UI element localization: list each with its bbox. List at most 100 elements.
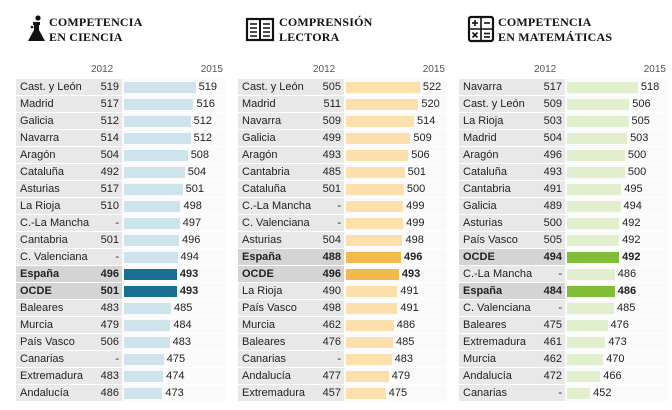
value-2012: 496 [96, 266, 122, 282]
bar-cell: 473 [565, 334, 668, 350]
region-label: Madrid [459, 130, 539, 146]
table-row: Cantabria 485 501 [238, 163, 447, 180]
value-2015: 492 [622, 234, 641, 246]
value-2015: 485 [617, 302, 636, 314]
bar-2015 [124, 286, 177, 297]
value-2012: - [318, 198, 344, 214]
bar-cell: 492 [565, 249, 668, 265]
value-2015: 503 [630, 132, 649, 144]
bar-2015 [346, 184, 404, 195]
bar-2015 [346, 354, 392, 365]
table-row: Asturias 517 501 [16, 180, 225, 197]
value-2015: 486 [617, 268, 637, 280]
region-label: Extremadura [16, 368, 96, 384]
bar-cell: 514 [344, 113, 447, 129]
year-2015-label: 2015 [643, 64, 666, 75]
region-label: Galicia [459, 198, 539, 214]
table-row: Madrid 504 503 [459, 129, 668, 146]
value-2015: 498 [183, 200, 202, 212]
value-2015: 484 [173, 319, 192, 331]
region-label: Aragón [238, 147, 318, 163]
region-label: Madrid [238, 96, 318, 112]
bar-cell: 485 [344, 334, 447, 350]
value-2012: 486 [96, 385, 122, 401]
value-2015: 500 [627, 166, 647, 178]
bar-cell: 491 [344, 283, 447, 299]
table-row: La Rioja 490 491 [238, 282, 447, 299]
value-2012: 483 [96, 300, 122, 316]
value-2015: 505 [631, 115, 650, 127]
value-2015: 518 [640, 81, 660, 93]
region-label: Cantabria [459, 181, 539, 197]
region-label: Murcia [238, 317, 318, 333]
value-2015: 501 [185, 183, 204, 195]
value-2015: 494 [180, 251, 199, 263]
bar-cell: 504 [122, 164, 225, 180]
region-label: Andalucía [16, 385, 96, 401]
panel-header: COMPRENSIÓN LECTORA [235, 12, 449, 48]
value-2015: 501 [407, 166, 426, 178]
bar-2015 [346, 201, 404, 212]
table-row: Aragón 496 500 [459, 146, 668, 163]
region-label: Canarias [238, 351, 318, 367]
value-2012: 499 [318, 130, 344, 146]
region-label: España [238, 249, 318, 265]
value-2012: - [539, 300, 565, 316]
value-2015: 479 [391, 370, 411, 382]
bar-cell: 486 [565, 283, 668, 299]
value-2012: - [96, 249, 122, 265]
bar-2015 [124, 371, 164, 382]
table-row: Galicia 499 509 [238, 129, 447, 146]
year-2015-label: 2015 [422, 64, 445, 75]
value-2015: 499 [406, 200, 425, 212]
bar-2015 [124, 184, 183, 195]
value-2012: 519 [96, 79, 122, 95]
year-header: 2012 2015 [13, 64, 227, 76]
table-row: Baleares 476 485 [238, 333, 447, 350]
value-2015: 491 [400, 285, 419, 297]
bar-2015 [124, 150, 188, 161]
bar-cell: 466 [565, 368, 668, 384]
region-label: La Rioja [459, 113, 539, 129]
value-2012: 501 [96, 232, 122, 248]
value-2012: 504 [539, 130, 565, 146]
value-2015: 506 [632, 98, 651, 110]
bar-2015 [346, 218, 404, 229]
bar-cell: 506 [344, 147, 447, 163]
value-2012: 457 [318, 385, 344, 401]
bar-2015 [567, 235, 620, 246]
year-2012-label: 2012 [91, 64, 114, 75]
bar-cell: 500 [565, 147, 668, 163]
bar-2015 [567, 133, 628, 144]
region-label: C. Valenciana [16, 249, 96, 265]
region-label: C. Valenciana [238, 215, 318, 231]
value-2012: 489 [539, 198, 565, 214]
value-2015: 519 [198, 81, 218, 93]
bar-cell: 485 [122, 300, 225, 316]
bar-cell: 499 [344, 215, 447, 231]
region-label: C.-La Mancha [16, 215, 96, 231]
value-2012: 490 [318, 283, 344, 299]
region-label: España [16, 266, 96, 282]
value-2012: 472 [539, 368, 565, 384]
region-label: País Vasco [16, 334, 96, 350]
table-row: Cast. y León 519 519 [16, 78, 225, 95]
value-2012: 498 [318, 300, 344, 316]
table-row: España 496 493 [16, 265, 225, 282]
bar-2015 [124, 82, 196, 93]
value-2015: 466 [603, 370, 622, 382]
table-row: Galicia 512 512 [16, 112, 225, 129]
value-2012: 479 [96, 317, 122, 333]
bar-2015 [567, 303, 615, 314]
table-row: OCDE 494 492 [459, 248, 668, 265]
region-label: OCDE [16, 283, 96, 299]
value-2015: 497 [182, 217, 202, 229]
calculator-icon [467, 15, 495, 43]
bar-cell: 494 [122, 249, 225, 265]
region-label: Asturias [16, 181, 96, 197]
bar-cell: 452 [565, 385, 668, 401]
bar-cell: 476 [565, 317, 668, 333]
bar-cell: 485 [565, 300, 668, 316]
table-row: Asturias 504 498 [238, 231, 447, 248]
table-row: Cataluña 492 504 [16, 163, 225, 180]
